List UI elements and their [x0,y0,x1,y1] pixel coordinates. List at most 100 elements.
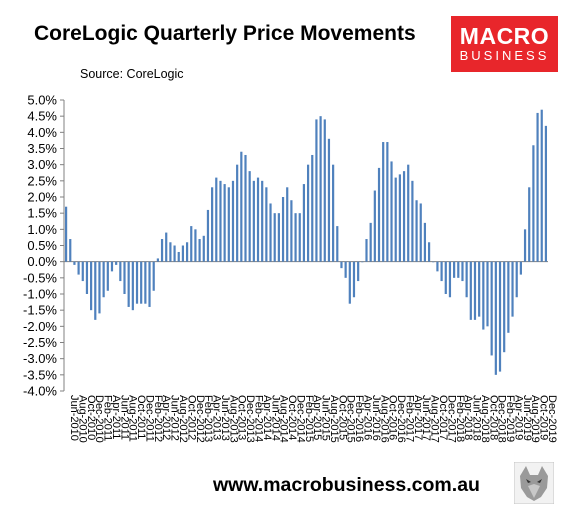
bar [110,261,114,272]
bar [415,200,418,262]
x-tick-label: Apr-2013 [211,395,223,440]
bar [64,206,68,262]
x-tick-label: Aug-2014 [278,395,290,443]
bar [511,261,514,317]
bar [519,261,522,275]
bar [148,261,151,307]
bar [119,261,122,282]
y-tick-label: 4.5% [27,109,57,124]
logo-line1: MACRO [459,23,550,49]
bar [198,239,201,262]
bar [315,119,318,262]
x-tick-label: Oct-2010 [85,395,97,440]
x-tick-label: Aug-2015 [328,395,340,443]
bar [336,226,339,262]
x-tick-label: Oct-2017 [437,395,449,440]
bar-series [64,109,548,375]
x-tick-label: Oct-2011 [135,395,147,439]
bar [194,229,197,262]
wolf-logo-icon [514,462,554,504]
bar [169,242,172,262]
bar [269,203,272,262]
bar [302,184,306,262]
bar [265,187,268,262]
bar [281,197,285,262]
bar [494,261,497,375]
x-tick-label: Feb-2013 [202,395,214,442]
y-tick-label: -1.5% [23,303,57,318]
bar [411,180,414,262]
bar [402,171,406,262]
bar [144,261,147,304]
x-tick-label: Apr-2012 [160,395,172,440]
x-tick-label: Feb-2014 [252,395,264,442]
bar [357,261,360,282]
bar [448,261,452,298]
bar [469,261,472,320]
y-tick-label: -1.0% [23,287,57,302]
bar [131,261,134,311]
bar [498,261,502,372]
bar [348,261,351,304]
x-tick-label: Oct-2014 [286,395,298,440]
bar [386,142,389,262]
bar [160,239,164,262]
x-tick-label: Apr-2019 [512,395,524,440]
bar [457,261,460,278]
bar [156,258,159,262]
x-tick-label: Apr-2014 [261,395,273,440]
bar [181,245,185,262]
bar [332,164,335,262]
bar [528,187,531,262]
y-tick-label: -0.5% [23,270,57,285]
bar [298,213,301,262]
x-tick-label: Oct-2018 [487,395,499,440]
x-tick-label: Jun-2013 [219,395,231,441]
website-url: www.macrobusiness.com.au [213,474,480,496]
bar [340,261,343,269]
x-tick-label: Feb-2018 [454,395,466,442]
bar [352,261,356,298]
y-tick-label: 2.0% [27,190,57,205]
x-tick-label: Jun-2012 [169,395,181,441]
x-tick-label: Oct-2013 [236,395,248,440]
y-tick-label: -2.0% [23,319,57,334]
chart-axes [60,99,548,392]
x-tick-label: Apr-2018 [462,395,474,440]
bar [98,261,101,314]
x-tick-label: Oct-2016 [387,395,399,440]
bar [106,261,109,291]
y-axis-tick-labels: 5.0%4.5%4.0%3.5%3.0%2.5% 2.0%1.5%1.0%0.5%… [23,93,57,399]
bar [244,154,247,262]
x-tick-label: Aug-2016 [378,395,390,443]
x-tick-label: Jun-2019 [521,395,533,441]
x-tick-label: Oct-2019 [538,395,550,440]
bar [382,142,385,262]
bar [440,261,443,282]
bar [73,261,76,265]
x-tick-label: Dec-2017 [445,395,457,443]
x-tick-label: Aug-2012 [177,395,189,443]
x-tick-label: Dec-2014 [294,395,306,443]
y-tick-label: -3.0% [23,351,57,366]
bar-chart: 5.0%4.5%4.0%3.5%3.0%2.5% 2.0%1.5%1.0%0.5%… [23,93,558,443]
y-tick-label: 3.0% [27,157,57,172]
bar [523,229,527,262]
bar [503,261,506,353]
bar [81,261,84,282]
bar [286,187,289,262]
bar [140,261,143,304]
bar [90,261,93,311]
bar [231,180,235,262]
bar [236,164,239,262]
x-tick-label: Aug-2013 [227,395,239,443]
bar [407,164,410,262]
bar [482,261,485,330]
bar [77,261,80,275]
bar [306,164,310,262]
x-tick-label: Aug-2019 [529,395,541,443]
bar [394,177,397,262]
x-tick-label: Dec-2016 [395,395,407,443]
logo-line2: BUSINESS [459,48,550,63]
y-tick-label: 0.0% [27,254,57,269]
